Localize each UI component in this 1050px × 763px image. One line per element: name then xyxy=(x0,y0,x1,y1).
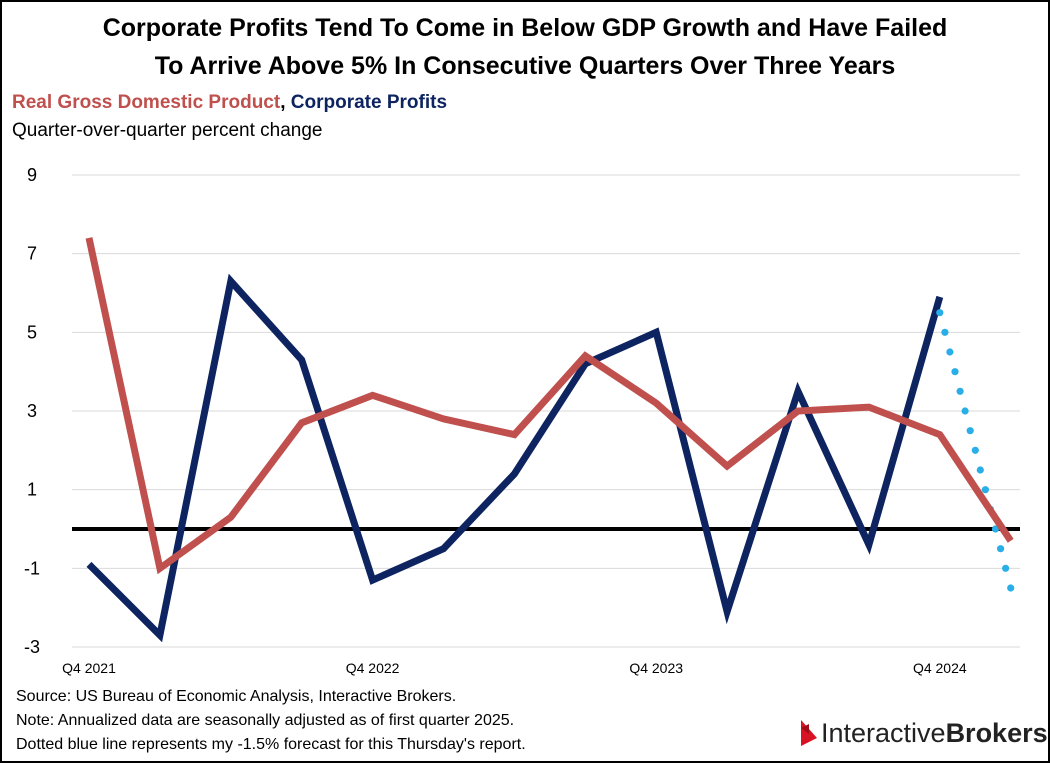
y-tick-label: 9 xyxy=(27,165,37,185)
forecast-note: Dotted blue line represents my -1.5% for… xyxy=(16,736,526,753)
chart-subtitle: Quarter-over-quarter percent change xyxy=(12,120,323,141)
legend-separator: , xyxy=(280,92,286,113)
forecast-dot xyxy=(997,545,1005,553)
interactive-brokers-logo: InteractiveBrokers xyxy=(797,718,1048,749)
forecast-dot xyxy=(946,348,954,356)
legend: Real Gross Domestic Product, Corporate P… xyxy=(12,92,447,114)
forecast-dot xyxy=(961,407,969,415)
forecast-dot xyxy=(941,328,949,336)
forecast-dot xyxy=(981,486,990,494)
legend-gdp: Real Gross Domestic Product xyxy=(12,92,281,113)
x-tick-label: Q4 2022 xyxy=(346,660,400,676)
forecast-dot xyxy=(1007,584,1015,592)
y-tick-label: 7 xyxy=(27,244,37,264)
corporate-profits-line xyxy=(86,273,944,643)
y-axis-ticks: -3 -1 1 3 5 7 9 xyxy=(24,165,40,657)
forecast-dot xyxy=(951,368,959,376)
legend-corporate-profits: Corporate Profits xyxy=(290,92,448,113)
y-tick-label: 1 xyxy=(27,480,37,500)
gridlines xyxy=(72,174,1020,648)
annualized-note: Note: Annualized data are seasonally adj… xyxy=(16,712,515,729)
x-tick-label: Q4 2023 xyxy=(629,660,683,676)
logo-text-interactive: Interactive xyxy=(821,718,946,748)
chart-title-line-2: To Arrive Above 5% In Consecutive Quarte… xyxy=(154,52,896,80)
x-axis-ticks: Q4 2021 Q4 2022 Q4 2023 Q4 2024 xyxy=(62,660,967,676)
forecast-dot xyxy=(991,525,1000,533)
x-tick-label: Q4 2021 xyxy=(62,660,116,676)
logo-text-brokers: Brokers xyxy=(945,718,1048,748)
forecast-dot xyxy=(1002,564,1010,572)
y-tick-label: -3 xyxy=(24,637,40,657)
source-note: Source: US Bureau of Economic Analysis, … xyxy=(16,688,457,705)
x-tick-label: Q4 2024 xyxy=(913,660,967,676)
footnotes: Source: US Bureau of Economic Analysis, … xyxy=(16,685,526,757)
forecast-dot xyxy=(971,446,979,454)
series-layer xyxy=(85,237,1015,643)
forecast-dot xyxy=(966,427,974,435)
forecast-dot xyxy=(976,466,984,474)
brokers-logo-icon xyxy=(801,720,817,746)
y-tick-label: 3 xyxy=(27,401,37,421)
gdp-line xyxy=(85,237,1014,575)
forecast-dot xyxy=(936,309,944,317)
line-chart: -3 -1 1 3 5 7 9 Q4 2021 Q4 2022 Q4 2023 Q4 2024 xyxy=(24,165,1020,676)
forecast-dot xyxy=(956,387,964,395)
y-tick-label: -1 xyxy=(24,558,40,578)
y-tick-label: 5 xyxy=(27,322,37,342)
chart-title-line-1: Corporate Profits Tend To Come in Below … xyxy=(102,14,948,42)
